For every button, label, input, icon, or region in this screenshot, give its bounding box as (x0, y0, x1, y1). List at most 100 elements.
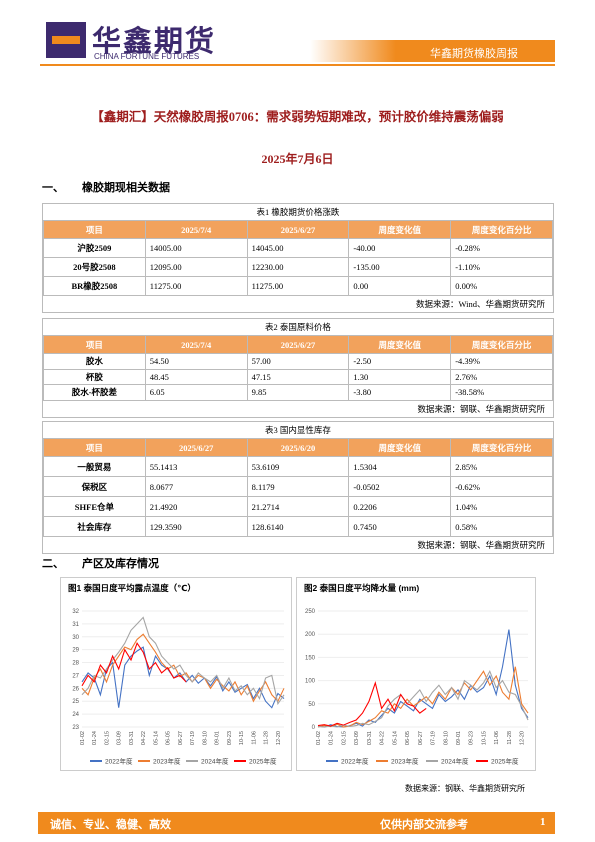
cell: 21.4920 (144, 496, 248, 517)
cell: 1.30 (348, 368, 452, 385)
cell: 8.1179 (246, 476, 350, 497)
legend-label: 2022年度 (341, 757, 369, 766)
y-tick-label: 0 (312, 725, 316, 731)
cell: 6.05 (144, 384, 248, 401)
cell: 14045.00 (246, 238, 350, 258)
cell: 129.3590 (144, 516, 248, 537)
line-series (317, 629, 529, 728)
section-title: 橡胶期现相关数据 (82, 182, 170, 194)
chart-frame (60, 577, 292, 771)
line-series (317, 669, 529, 728)
x-tick-label: 07-19 (190, 731, 196, 745)
column-header: 2025/6/20 (246, 438, 350, 457)
row-label: 保税区 (43, 476, 146, 497)
table-row: 沪胶2509 14005.00 14045.00 -40.00 -0.28% (43, 238, 553, 258)
x-tick-label: 04-22 (380, 731, 386, 745)
column-header: 周度变化百分比 (450, 335, 553, 354)
y-tick-label: 31 (72, 622, 79, 628)
table-row: 社会库存 129.3590 128.6140 0.7450 0.58% (43, 516, 553, 537)
cell: -0.28% (450, 238, 553, 258)
line-series (81, 641, 187, 687)
x-tick-label: 09-23 (469, 731, 475, 745)
x-tick-label: 12-20 (520, 731, 526, 745)
table-row: 杯胶 48.45 47.15 1.30 2.76% (43, 368, 553, 385)
table-row: 胶水-杯胶差 6.05 9.85 -3.80 -38.58% (43, 384, 553, 401)
x-tick-label: 10-15 (239, 731, 245, 745)
x-tick-label: 11-28 (507, 731, 513, 745)
column-header: 周度变化值 (348, 220, 452, 239)
cell: 14005.00 (144, 238, 248, 258)
x-tick-label: 11-06 (251, 731, 257, 745)
legend-label: 2025年度 (491, 757, 519, 766)
cell: 57.00 (246, 353, 350, 370)
legend-label: 2024年度 (201, 757, 229, 766)
column-header: 周度变化百分比 (450, 438, 553, 457)
line-series (81, 633, 285, 703)
table-row: 胶水 54.50 57.00 -2.50 -4.39% (43, 353, 553, 370)
cell: 2.76% (450, 368, 553, 385)
cell: 55.1413 (144, 456, 248, 477)
row-label: SHFE仓单 (43, 496, 146, 517)
cell: -3.80 (348, 384, 452, 401)
cell: -2.50 (348, 353, 452, 370)
y-tick-label: 23 (72, 725, 79, 731)
table-box: 表1 橡胶期货价格涨跌 项目 2025/7/4 2025/6/27 周度变化值 周度变化百… (42, 203, 554, 313)
column-header: 2025/6/27 (246, 335, 350, 354)
brand: 华鑫期货 (92, 24, 217, 58)
x-tick-label: 06-05 (405, 731, 411, 745)
header-bar (310, 40, 555, 62)
section-num: 二、 (42, 558, 64, 570)
row-label: 沪胶2509 (43, 238, 146, 258)
table-box: 表3 国内显性库存 项目 2025/6/27 2025/6/20 周度变化值 周度变化百分… (42, 421, 554, 554)
x-tick-label: 05-14 (392, 731, 398, 745)
header-row: 项目 2025/7/4 2025/6/27 周度变化值 周度变化百分比 (43, 220, 553, 239)
y-tick-label: 150 (305, 655, 316, 661)
x-tick-label: 07-19 (431, 731, 437, 745)
cell: 47.15 (246, 368, 350, 385)
y-tick-label: 200 (305, 632, 316, 638)
legend-label: 2023年度 (391, 757, 419, 766)
x-tick-label: 08-10 (202, 731, 208, 745)
column-header: 周度变化值 (348, 438, 452, 457)
y-tick-label: 26 (72, 686, 79, 692)
row-label: 杯胶 (43, 368, 146, 385)
column-header: 2025/6/27 (246, 220, 350, 239)
table-row: SHFE仓单 21.4920 21.2714 0.2206 1.04% (43, 496, 553, 517)
chart: 图2 泰国日度平均降水量 (mm) 0 50 100 150 200 250 01-02 01-… (296, 577, 536, 771)
x-tick-label: 03-09 (354, 731, 360, 745)
cell: -4.39% (450, 353, 553, 370)
table-row: 一般贸易 55.1413 53.6109 1.5304 2.85% (43, 456, 553, 477)
y-tick-label: 30 (72, 635, 79, 641)
logo-mark (52, 36, 80, 44)
x-tick-label: 09-23 (227, 731, 233, 745)
cell: 12095.00 (144, 257, 248, 277)
row-label: 20号胶2508 (43, 257, 146, 277)
header-report: 华鑫期货橡胶周报 (430, 48, 518, 60)
row-label: 社会库存 (43, 516, 146, 537)
chart: 图1 泰国日度平均露点温度（℃） 23 24 25 26 27 28 29 30 31 32 01-0… (60, 577, 292, 771)
cell: -38.58% (450, 384, 553, 401)
column-header: 2025/7/4 (144, 220, 248, 239)
header-line (40, 64, 555, 66)
cell: 0.00 (348, 276, 452, 296)
table-row: BR橡胶2508 11275.00 11275.00 0.00 0.00% (43, 276, 553, 296)
x-tick-label: 06-27 (418, 731, 424, 745)
cell: 1.5304 (348, 456, 452, 477)
y-tick-label: 28 (72, 661, 79, 667)
table-source: 数据来源：钢联、华鑫期货研究所 (417, 403, 545, 414)
x-tick-label: 09-01 (215, 731, 221, 745)
cell: 9.85 (246, 384, 350, 401)
x-tick-label: 01-24 (329, 731, 335, 745)
doc-date: 2025年7月6日 (261, 152, 334, 166)
chart-source: 数据来源：钢联、华鑫期货研究所 (405, 784, 525, 793)
cell: 0.58% (450, 516, 553, 537)
header-row: 项目 2025/6/27 2025/6/20 周度变化值 周度变化百分比 (43, 438, 553, 457)
legend-label: 2025年度 (249, 757, 277, 766)
footer-bar (38, 812, 555, 834)
y-tick-label: 27 (72, 673, 79, 679)
table: 项目 2025/7/4 2025/6/27 周度变化值 周度变化百分比 胶水 54.50 57… (43, 335, 553, 401)
footer-page: 1 (540, 816, 546, 828)
chart-title: 图2 泰国日度平均降水量 (mm) (304, 583, 419, 593)
cell: -1.10% (450, 257, 553, 277)
cell: 8.0677 (144, 476, 248, 497)
